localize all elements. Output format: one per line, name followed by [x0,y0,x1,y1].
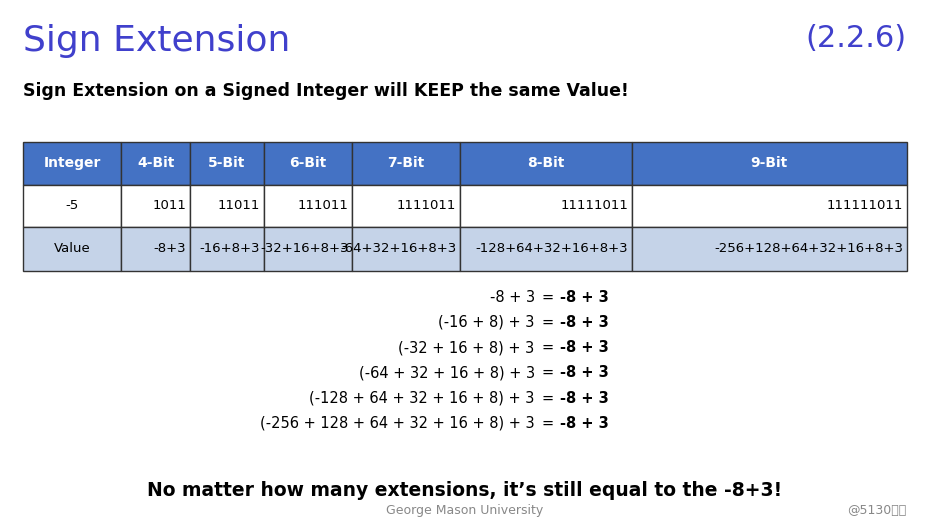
Text: =: = [542,416,559,431]
Text: Value: Value [54,242,91,256]
Text: 8-Bit: 8-Bit [527,156,565,170]
Text: -8 + 3: -8 + 3 [560,340,608,355]
Text: -8 + 3: -8 + 3 [560,290,608,305]
FancyBboxPatch shape [460,227,631,271]
Text: =: = [542,340,559,355]
Text: -8 + 3: -8 + 3 [489,290,535,305]
FancyBboxPatch shape [264,142,352,185]
FancyBboxPatch shape [122,185,190,227]
Text: -8 + 3: -8 + 3 [560,366,608,380]
Text: -8 + 3: -8 + 3 [560,391,608,406]
Text: 1111011: 1111011 [397,199,457,213]
FancyBboxPatch shape [352,142,460,185]
Text: 5-Bit: 5-Bit [208,156,246,170]
FancyBboxPatch shape [631,185,907,227]
Text: -8+3: -8+3 [153,242,186,256]
FancyBboxPatch shape [352,227,460,271]
Text: (-256 + 128 + 64 + 32 + 16 + 8) + 3: (-256 + 128 + 64 + 32 + 16 + 8) + 3 [260,416,535,431]
Text: 111111011: 111111011 [827,199,903,213]
FancyBboxPatch shape [23,227,122,271]
Text: -8 + 3: -8 + 3 [560,315,608,330]
Text: 4-Bit: 4-Bit [137,156,175,170]
Text: Sign Extension: Sign Extension [23,24,290,58]
Text: -16+8+3: -16+8+3 [200,242,260,256]
FancyBboxPatch shape [264,227,352,271]
Text: (-32 + 16 + 8) + 3: (-32 + 16 + 8) + 3 [398,340,535,355]
FancyBboxPatch shape [460,185,631,227]
Text: Sign Extension on a Signed Integer will KEEP the same Value!: Sign Extension on a Signed Integer will … [23,82,629,99]
Text: -64+32+16+8+3: -64+32+16+8+3 [340,242,457,256]
Text: 111011: 111011 [298,199,349,213]
Text: =: = [542,315,559,330]
Text: -5: -5 [66,199,79,213]
Text: (-128 + 64 + 32 + 16 + 8) + 3: (-128 + 64 + 32 + 16 + 8) + 3 [310,391,535,406]
FancyBboxPatch shape [122,227,190,271]
Text: 6-Bit: 6-Bit [289,156,326,170]
FancyBboxPatch shape [460,142,631,185]
Text: -8 + 3: -8 + 3 [560,416,608,431]
Text: -256+128+64+32+16+8+3: -256+128+64+32+16+8+3 [714,242,903,256]
Text: (-64 + 32 + 16 + 8) + 3: (-64 + 32 + 16 + 8) + 3 [359,366,535,380]
FancyBboxPatch shape [190,142,264,185]
Text: (-16 + 8) + 3: (-16 + 8) + 3 [438,315,535,330]
Text: George Mason University: George Mason University [386,503,544,517]
Text: -128+64+32+16+8+3: -128+64+32+16+8+3 [475,242,628,256]
FancyBboxPatch shape [23,185,122,227]
Text: 9-Bit: 9-Bit [751,156,788,170]
Text: 1011: 1011 [153,199,186,213]
Text: 7-Bit: 7-Bit [388,156,425,170]
FancyBboxPatch shape [122,142,190,185]
Text: No matter how many extensions, it’s still equal to the -8+3!: No matter how many extensions, it’s stil… [148,481,782,500]
Text: (2.2.6): (2.2.6) [805,24,907,53]
Text: 11111011: 11111011 [560,199,628,213]
FancyBboxPatch shape [352,185,460,227]
Text: =: = [542,290,559,305]
FancyBboxPatch shape [631,227,907,271]
FancyBboxPatch shape [190,185,264,227]
FancyBboxPatch shape [23,142,122,185]
FancyBboxPatch shape [631,142,907,185]
Text: =: = [542,366,559,380]
Text: Integer: Integer [44,156,101,170]
Text: -32+16+8+3: -32+16+8+3 [259,242,349,256]
Text: =: = [542,391,559,406]
Text: @5130博客: @5130博客 [847,503,907,517]
FancyBboxPatch shape [190,227,264,271]
Text: 11011: 11011 [218,199,260,213]
FancyBboxPatch shape [264,185,352,227]
